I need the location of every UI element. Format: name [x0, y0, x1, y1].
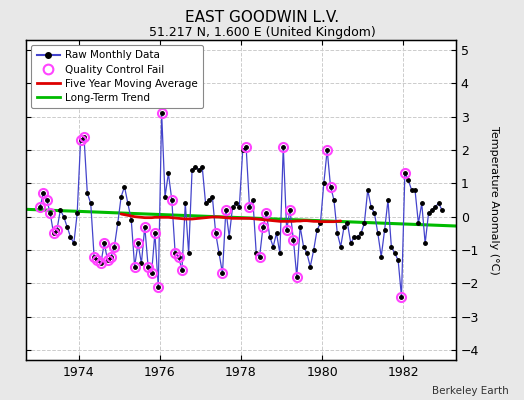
Legend: Raw Monthly Data, Quality Control Fail, Five Year Moving Average, Long-Term Tren: Raw Monthly Data, Quality Control Fail, … [31, 45, 203, 108]
Text: Berkeley Earth: Berkeley Earth [432, 386, 508, 396]
Y-axis label: Temperature Anomaly (°C): Temperature Anomaly (°C) [488, 126, 498, 274]
Text: EAST GOODWIN L.V.: EAST GOODWIN L.V. [185, 10, 339, 25]
Text: 51.217 N, 1.600 E (United Kingdom): 51.217 N, 1.600 E (United Kingdom) [149, 26, 375, 39]
